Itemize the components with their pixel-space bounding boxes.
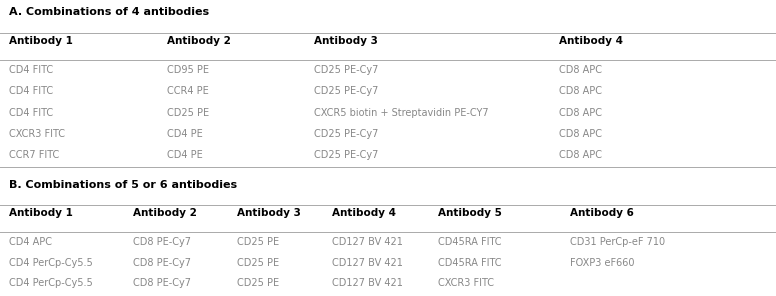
Text: CD8 PE-Cy7: CD8 PE-Cy7 [133, 258, 192, 268]
Text: Antibody 5: Antibody 5 [438, 208, 502, 218]
Text: CD127 BV 421: CD127 BV 421 [332, 278, 403, 288]
Text: CD25 PE: CD25 PE [167, 108, 209, 118]
Text: CD4 PE: CD4 PE [167, 150, 203, 160]
Text: CD4 PerCp-Cy5.5: CD4 PerCp-Cy5.5 [9, 258, 93, 268]
Text: CD25 PE: CD25 PE [237, 278, 279, 288]
Text: CD95 PE: CD95 PE [167, 65, 209, 75]
Text: Antibody 3: Antibody 3 [237, 208, 300, 218]
Text: CD8 APC: CD8 APC [559, 150, 601, 160]
Text: CD8 APC: CD8 APC [559, 65, 601, 75]
Text: Antibody 2: Antibody 2 [167, 36, 230, 46]
Text: CD25 PE: CD25 PE [237, 237, 279, 247]
Text: CXCR5 biotin + Streptavidin PE-CY7: CXCR5 biotin + Streptavidin PE-CY7 [314, 108, 489, 118]
Text: CD8 PE-Cy7: CD8 PE-Cy7 [133, 237, 192, 247]
Text: CD4 FITC: CD4 FITC [9, 65, 54, 75]
Text: CD4 FITC: CD4 FITC [9, 108, 54, 118]
Text: Antibody 6: Antibody 6 [570, 208, 634, 218]
Text: CD8 PE-Cy7: CD8 PE-Cy7 [133, 278, 192, 288]
Text: CD25 PE-Cy7: CD25 PE-Cy7 [314, 129, 379, 139]
Text: CD25 PE-Cy7: CD25 PE-Cy7 [314, 86, 379, 96]
Text: CD4 FITC: CD4 FITC [9, 86, 54, 96]
Text: Antibody 2: Antibody 2 [133, 208, 197, 218]
Text: CD25 PE-Cy7: CD25 PE-Cy7 [314, 65, 379, 75]
Text: Antibody 1: Antibody 1 [9, 208, 73, 218]
Text: CD45RA FITC: CD45RA FITC [438, 237, 502, 247]
Text: CD127 BV 421: CD127 BV 421 [332, 258, 403, 268]
Text: CD4 PE: CD4 PE [167, 129, 203, 139]
Text: CD127 BV 421: CD127 BV 421 [332, 237, 403, 247]
Text: CD25 PE: CD25 PE [237, 258, 279, 268]
Text: CD4 APC: CD4 APC [9, 237, 52, 247]
Text: A. Combinations of 4 antibodies: A. Combinations of 4 antibodies [9, 7, 210, 17]
Text: Antibody 4: Antibody 4 [559, 36, 622, 46]
Text: CD8 APC: CD8 APC [559, 108, 601, 118]
Text: CD25 PE-Cy7: CD25 PE-Cy7 [314, 150, 379, 160]
Text: Antibody 1: Antibody 1 [9, 36, 73, 46]
Text: CD31 PerCp-eF 710: CD31 PerCp-eF 710 [570, 237, 666, 247]
Text: Antibody 3: Antibody 3 [314, 36, 378, 46]
Text: CD4 PerCp-Cy5.5: CD4 PerCp-Cy5.5 [9, 278, 93, 288]
Text: CXCR3 FITC: CXCR3 FITC [438, 278, 494, 288]
Text: FOXP3 eF660: FOXP3 eF660 [570, 258, 635, 268]
Text: CCR7 FITC: CCR7 FITC [9, 150, 60, 160]
Text: B. Combinations of 5 or 6 antibodies: B. Combinations of 5 or 6 antibodies [9, 180, 237, 190]
Text: CD45RA FITC: CD45RA FITC [438, 258, 502, 268]
Text: Antibody 4: Antibody 4 [332, 208, 396, 218]
Text: CD8 APC: CD8 APC [559, 86, 601, 96]
Text: CXCR3 FITC: CXCR3 FITC [9, 129, 65, 139]
Text: CCR4 PE: CCR4 PE [167, 86, 209, 96]
Text: CD8 APC: CD8 APC [559, 129, 601, 139]
